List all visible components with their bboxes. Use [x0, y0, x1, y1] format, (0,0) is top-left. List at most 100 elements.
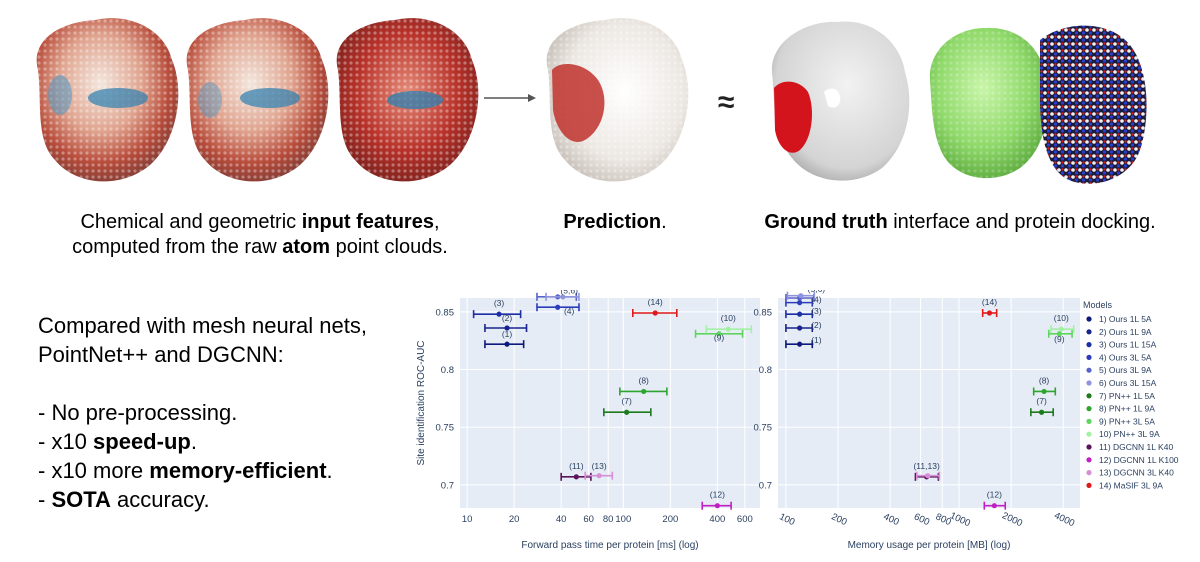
- y-tick-label: 0.75: [436, 423, 455, 434]
- x-tick-label: 40: [556, 514, 567, 525]
- point-annotation: (4): [811, 295, 822, 305]
- point-annotation: (10): [721, 313, 736, 323]
- x-tick-label: 400: [882, 511, 901, 528]
- summary-item-4: - SOTA accuracy.: [38, 487, 210, 512]
- data-point-model-14: [652, 310, 658, 316]
- summary-item-2: - x10 speed-up.: [38, 429, 197, 454]
- data-point-model-1: [797, 341, 803, 347]
- data-point-model-10: [725, 326, 731, 332]
- arrow-icon: [484, 94, 536, 102]
- data-point-model-3: [797, 311, 803, 317]
- legend-item: 6) Ours 3L 15A: [1099, 378, 1157, 388]
- data-point-model-2: [797, 325, 803, 331]
- approx-icon: ≈: [718, 86, 734, 119]
- data-point-model-14: [986, 310, 993, 316]
- input-feature-protein-2: [186, 18, 329, 182]
- data-point-model-7: [1038, 409, 1045, 415]
- point-annotation: (10): [1054, 313, 1069, 323]
- y-tick-label: 0.75: [754, 423, 773, 434]
- point-annotation: (9): [1054, 334, 1065, 344]
- point-annotation: (14): [648, 297, 663, 307]
- legend-item: 3) Ours 1L 15A: [1099, 340, 1157, 350]
- x-tick-label: 400: [709, 514, 725, 525]
- point-annotation: (11,13): [913, 461, 939, 471]
- data-point-model-9: [1056, 331, 1062, 337]
- x-axis-title: Memory usage per protein [MB] (log): [848, 540, 1011, 551]
- point-annotation: (11): [569, 461, 584, 471]
- data-point-model-6: [560, 294, 566, 300]
- legend-marker: [1086, 329, 1092, 335]
- legend-item: 2) Ours 1L 9A: [1099, 327, 1152, 337]
- legend-marker: [1086, 444, 1092, 450]
- data-point-model-12: [991, 503, 997, 509]
- legend-item: 14) MaSIF 3L 9A: [1099, 480, 1163, 490]
- point-annotation: (3): [811, 306, 822, 316]
- plot-background-2: [778, 298, 1080, 508]
- x-tick-label: 80: [603, 514, 614, 525]
- protein-illustrations: ≈: [36, 18, 1147, 184]
- x-tick-label: 10: [462, 514, 473, 525]
- point-annotation: (3): [494, 298, 505, 308]
- point-annotation: (13): [592, 461, 607, 471]
- y-tick-label: 0.8: [759, 365, 772, 376]
- legend-item: 4) Ours 3L 5A: [1099, 352, 1152, 362]
- legend-marker: [1086, 457, 1092, 463]
- point-annotation: (1): [502, 329, 513, 339]
- x-tick-label: 600: [912, 511, 931, 528]
- point-annotation: (5,6): [560, 290, 578, 295]
- legend-item: 11) DGCNN 1L K40: [1099, 442, 1173, 452]
- data-point-model-6: [798, 293, 804, 299]
- y-tick-label: 0.7: [759, 480, 772, 491]
- point-annotation: (5,6): [808, 290, 826, 294]
- legend-title: Models: [1083, 300, 1113, 310]
- x-tick-label: 60: [583, 514, 594, 525]
- data-point-model-1: [504, 341, 510, 347]
- x-tick-label: 1000: [948, 510, 972, 529]
- summary-item-1: - No pre-processing.: [38, 400, 238, 425]
- data-point-model-13: [925, 473, 931, 479]
- summary-line-2: PointNet++ and DGCNN:: [38, 342, 284, 367]
- prediction-protein: [546, 18, 689, 182]
- data-point-model-3: [496, 311, 502, 317]
- legend-item: 5) Ours 3L 9A: [1099, 365, 1152, 375]
- x-tick-label: 4000: [1052, 510, 1076, 529]
- y-tick-label: 0.85: [436, 307, 455, 318]
- ground-truth-caption: Ground truth interface and protein docki…: [764, 211, 1156, 233]
- x-axis-title: Forward pass time per protein [ms] (log): [521, 540, 698, 551]
- data-point-model-4: [555, 304, 561, 310]
- point-annotation: (7): [1036, 396, 1047, 406]
- ground-truth-surface: [771, 21, 910, 181]
- x-tick-label: 200: [662, 514, 678, 525]
- legend-marker: [1086, 393, 1092, 399]
- data-point-model-2: [504, 325, 510, 331]
- y-axis-title: Site identification ROC-AUC: [416, 340, 427, 465]
- legend-item: 7) PN++ 1L 5A: [1099, 391, 1155, 401]
- data-point-model-10: [1058, 326, 1064, 332]
- point-annotation: (9): [714, 333, 725, 343]
- data-point-model-12: [714, 503, 720, 509]
- legend-marker: [1086, 418, 1092, 424]
- input-feature-protein-1: [36, 18, 179, 182]
- x-tick-label: 600: [737, 514, 753, 525]
- legend-item: 9) PN++ 3L 5A: [1099, 416, 1155, 426]
- legend-marker: [1086, 342, 1092, 348]
- data-point-model-7: [624, 409, 630, 415]
- point-annotation: (12): [710, 490, 725, 500]
- legend-marker: [1086, 354, 1092, 360]
- x-tick-label: 200: [830, 511, 849, 528]
- x-tick-label: 20: [509, 514, 520, 525]
- y-tick-label: 0.8: [441, 365, 454, 376]
- legend-marker: [1086, 316, 1092, 322]
- legend-marker: [1086, 470, 1092, 476]
- point-annotation: (2): [811, 320, 822, 330]
- data-point-model-11: [573, 474, 579, 480]
- legend-marker: [1086, 367, 1092, 373]
- point-annotation: (7): [621, 396, 632, 406]
- point-annotation: (8): [1039, 375, 1050, 385]
- point-annotation: (2): [502, 313, 513, 323]
- x-tick-label: 2000: [1000, 510, 1024, 529]
- y-tick-label: 0.85: [754, 307, 773, 318]
- x-tick-label: 100: [615, 514, 631, 525]
- legend-marker: [1086, 406, 1092, 412]
- legend-item: 1) Ours 1L 5A: [1099, 314, 1152, 324]
